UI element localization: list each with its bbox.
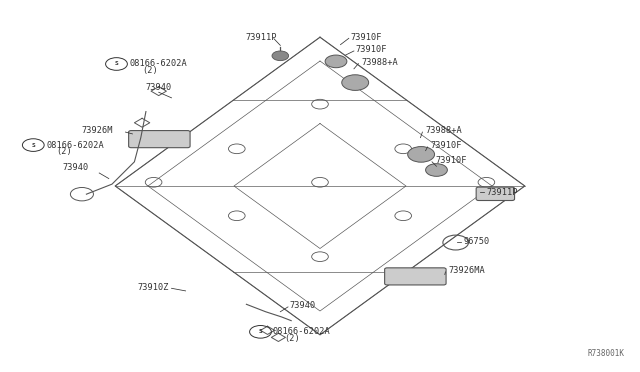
Text: S: S	[31, 142, 35, 148]
Text: 73910F: 73910F	[356, 45, 387, 54]
FancyBboxPatch shape	[129, 131, 190, 148]
Text: 73940: 73940	[289, 301, 316, 310]
Text: (2): (2)	[56, 147, 72, 156]
Text: 73988+A: 73988+A	[426, 126, 462, 135]
Circle shape	[426, 164, 447, 176]
Text: 73910F: 73910F	[430, 141, 461, 150]
FancyBboxPatch shape	[385, 268, 446, 285]
Text: 73911P: 73911P	[486, 188, 518, 197]
Circle shape	[408, 147, 435, 162]
Circle shape	[272, 51, 289, 61]
FancyBboxPatch shape	[476, 187, 515, 201]
Text: 96750: 96750	[463, 237, 490, 246]
Text: 73910F: 73910F	[435, 156, 467, 165]
Text: R738001K: R738001K	[587, 349, 624, 358]
Text: S: S	[115, 61, 118, 67]
Text: 73911P: 73911P	[245, 33, 276, 42]
Text: 08166-6202A: 08166-6202A	[46, 141, 104, 150]
Text: 73940: 73940	[146, 83, 172, 92]
Text: 73940: 73940	[63, 163, 89, 172]
Text: 73910F: 73910F	[351, 33, 382, 42]
Text: S: S	[259, 329, 262, 334]
Text: 08166-6202A: 08166-6202A	[273, 327, 330, 336]
Text: (2): (2)	[142, 66, 158, 75]
Text: 08166-6202A: 08166-6202A	[129, 60, 187, 68]
Circle shape	[325, 55, 347, 68]
Circle shape	[342, 75, 369, 90]
Text: 73926M: 73926M	[82, 126, 113, 135]
Text: 73910Z: 73910Z	[138, 283, 169, 292]
Text: (2): (2)	[284, 334, 300, 343]
Text: 73926MA: 73926MA	[448, 266, 484, 275]
Text: 73988+A: 73988+A	[362, 58, 398, 67]
